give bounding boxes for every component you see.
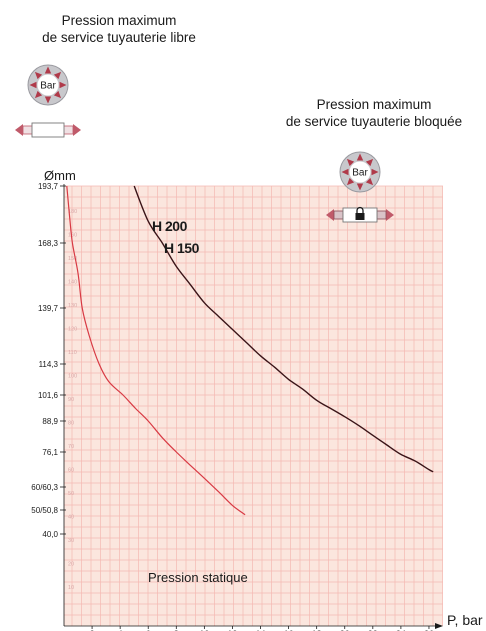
pressure-arrow-icon [356,183,364,191]
x-tick-label: 16 [284,629,294,631]
pressure-arrow-icon [44,96,52,104]
y-inner-tick-labels: 180 160 150 140 130 120 110 100 90 80 70 60 50 40 30 20… [68,209,77,591]
x-tick-label: 4 [118,629,123,631]
y-inner-tick-label: 110 [68,350,77,356]
pressure-arrow-icon [365,158,374,167]
x-tick-labels: 2468101214161820222426 [90,626,434,631]
y-tick-label: 88,9 [42,417,58,426]
y-tick-label: 114,3 [39,360,59,369]
y-tick-labels: 193,7 168,3 139,7 114,3 101,6 88,9 76,1 60/60,3… [31,182,66,539]
title-blocked-pipe: Pression maximum de service tuyauterie b… [262,96,486,130]
x-tick-label: 22 [368,629,378,631]
y-tick-label: 193,7 [38,182,59,191]
x-axis-label: P, bar [447,612,483,628]
y-inner-tick-label: 40 [68,515,74,521]
locked-pipe-icon [326,206,394,223]
x-tick-label: 10 [199,629,209,631]
y-inner-tick-label: 100 [68,374,77,380]
series-line-free [66,185,246,516]
x-tick-label: 24 [396,629,406,631]
y-tick-label: 76,1 [42,448,58,457]
pressure-arrow-icon [346,177,355,186]
pressure-arrow-icon [53,90,62,99]
x-tick-label: 18 [312,629,322,631]
x-tick-label: 26 [424,629,434,631]
x-tick-label: 14 [256,629,266,631]
pressure-arrow-icon [44,66,52,74]
pressure-arrow-icon [34,71,43,80]
title-blocked-line2: de service tuyauterie bloquée [285,114,463,129]
x-tick-label: 8 [174,629,179,631]
chart-annotation-static: Pression statique [148,570,248,585]
x-tick-label: 2 [90,629,95,631]
series-label-free: H 150 [164,240,199,256]
pressure-arrow-icon [34,90,43,99]
badge-label: Bar [352,168,368,179]
free-pipe-icon [15,122,81,138]
title-free-pipe: Pression maximum de service tuyauterie l… [4,12,234,46]
pressure-badge-icon: Bar [339,151,381,193]
pressure-arrow-icon [341,168,349,176]
y-tick-label: 139,7 [38,304,59,313]
y-inner-tick-label: 80 [68,421,74,427]
x-tick-label: 20 [340,629,350,631]
pressure-badge-icon: Bar [27,64,69,106]
y-tick-label: 101,6 [38,391,59,400]
y-inner-tick-label: 70 [68,444,74,450]
y-axis-label: Ømm [44,168,76,183]
pressure-arrow-icon [365,177,374,186]
pressure-arrow-icon [356,153,364,161]
x-axis-arrow-icon [435,623,443,629]
y-inner-tick-label: 90 [68,397,74,403]
series-label-blocked: H 200 [152,218,187,234]
y-tick-label: 50/50,8 [31,506,58,515]
y-inner-tick-label: 140 [68,280,77,286]
x-tick-label: 12 [227,629,237,631]
pressure-arrow-icon [59,81,67,89]
y-inner-tick-label: 150 [68,256,77,262]
pressure-arrow-icon [29,81,37,89]
y-inner-tick-label: 160 [68,233,77,239]
y-inner-tick-label: 50 [68,491,74,497]
series-line-blocked [133,185,434,473]
y-inner-tick-label: 180 [68,209,77,215]
x-tick-label: 6 [146,629,151,631]
y-inner-tick-label: 20 [68,562,74,568]
title-free-line1: Pression maximum [61,13,177,28]
y-tick-label: 168,3 [38,239,59,248]
y-tick-label: 40,0 [42,530,58,539]
title-blocked-line1: Pression maximum [316,97,432,112]
y-inner-tick-label: 30 [68,538,74,544]
pressure-arrow-icon [53,71,62,80]
y-inner-tick-label: 120 [68,327,77,333]
y-inner-tick-label: 130 [68,303,77,309]
y-inner-tick-label: 10 [68,585,74,591]
y-tick-label: 60/60,3 [31,483,58,492]
pressure-arrow-icon [371,168,379,176]
y-inner-tick-label: 60 [68,468,74,474]
title-free-line2: de service tuyauterie libre [42,30,196,45]
pressure-arrow-icon [346,158,355,167]
badge-label: Bar [40,81,56,92]
